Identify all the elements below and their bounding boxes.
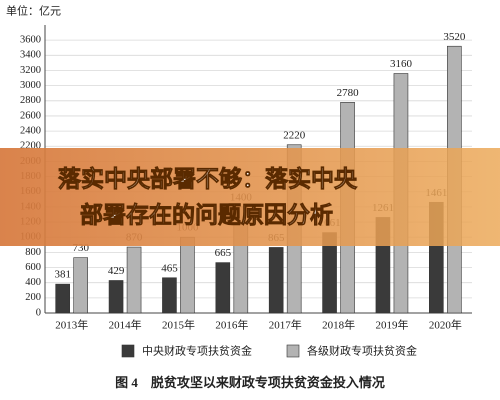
legend-label: 各级财政专项扶贫资金 [307, 344, 417, 358]
bar [162, 277, 177, 314]
y-tick-label: 600 [25, 262, 41, 273]
bar [215, 262, 231, 314]
legend-swatch [121, 344, 135, 358]
x-tick-label: 2015年 [162, 318, 195, 332]
value-label: 2780 [337, 87, 360, 99]
y-tick-label: 3600 [20, 35, 41, 46]
y-tick-label: 2400 [20, 126, 41, 137]
bar [126, 246, 142, 314]
y-tick-label: 3000 [20, 80, 41, 91]
legend-label: 中央财政专项扶贫资金 [142, 344, 252, 358]
value-label: 3160 [390, 58, 413, 70]
value-label: 665 [215, 247, 232, 259]
bar [180, 236, 195, 314]
value-label: 465 [161, 262, 178, 274]
chart-title: 图 4 脱贫攻坚以来财政专项扶贫资金投入情况 [115, 375, 385, 390]
legend-swatch [286, 344, 300, 358]
y-axis-label: 单位：亿元 [6, 4, 61, 18]
x-tick-label: 2016年 [215, 318, 248, 332]
y-tick-label: 400 [25, 277, 41, 288]
bar [268, 247, 284, 314]
value-label: 2220 [283, 129, 306, 141]
overlay-text: 部署存在的问题原因分析 [80, 202, 333, 229]
bar [73, 257, 88, 314]
x-tick-label: 2020年 [429, 318, 462, 332]
y-tick-label: 2600 [20, 110, 41, 121]
x-tick-label: 2019年 [375, 318, 408, 332]
y-tick-label: 2800 [20, 95, 41, 106]
y-tick-label: 3400 [20, 50, 41, 61]
y-tick-label: 0 [36, 307, 41, 318]
y-tick-label: 3200 [20, 65, 41, 76]
value-label: 3520 [443, 31, 466, 43]
bar [55, 283, 70, 314]
x-tick-label: 2017年 [269, 318, 302, 332]
x-tick-label: 2014年 [109, 318, 142, 332]
value-label: 381 [54, 269, 71, 281]
y-tick-label: 800 [25, 247, 41, 258]
overlay-banner [0, 148, 500, 246]
y-tick-label: 2200 [20, 141, 41, 152]
y-tick-label: 200 [25, 292, 41, 303]
x-tick-label: 2018年 [322, 318, 355, 332]
bar [108, 280, 124, 314]
value-label: 429 [108, 265, 125, 277]
overlay-text: 落实中央部署不够：落实中央 [58, 166, 358, 193]
x-tick-label: 2013年 [55, 318, 88, 332]
